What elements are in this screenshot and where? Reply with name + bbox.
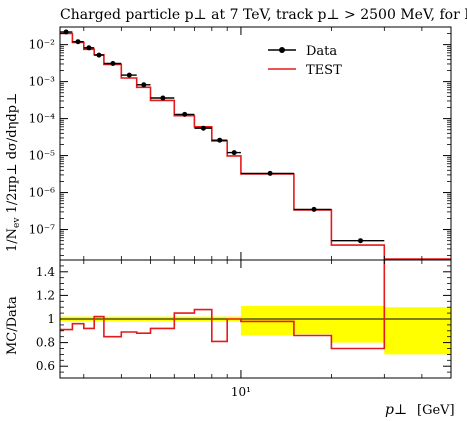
ratio-y-tick-label: 1.4 [36,265,55,279]
data-point [75,39,81,45]
data-point [267,170,273,176]
y-tick-label: 10⁻² [29,38,56,52]
test-ratio-line [60,260,386,350]
main-plot-frame [59,26,452,261]
y-axis-label: 1/Nev 1/2πp⊥ dσ/dηdp⊥ [5,93,22,252]
data-point [63,29,69,35]
test-histogram-line [60,32,451,260]
legend-data-marker [279,47,285,53]
ratio-uncertainty-band [331,306,385,343]
main-axes: 10⁻² 10⁻³ 10⁻⁴ 10⁻⁵ 10⁻⁶ 10⁻⁷ [29,26,451,260]
ratio-uncertainty-band [384,307,452,355]
legend-data-label: Data [306,44,337,59]
data-point [200,125,206,131]
legend: Data TEST [268,44,342,78]
data-point [217,137,223,143]
ratio-y-tick-label: 0.6 [36,359,55,373]
legend-test-label: TEST [306,63,342,78]
y-tick-label: 10⁻⁴ [29,112,56,126]
chart-title: Charged particle p⊥ at 7 TeV, track p⊥ >… [60,7,467,25]
y-tick-label: 10⁻⁵ [29,149,56,163]
x-axis-unit: [GeV] [417,403,455,418]
main-plot-area [60,29,451,260]
ratio-plot-area [60,260,452,355]
x-tick-label: 10¹ [231,385,251,399]
ratio-y-tick-label: 0.8 [36,336,55,350]
ratio-y-axis-label: MC/Data [5,296,20,355]
ratio-uncertainty-band [293,306,332,335]
data-point [160,95,166,101]
ratio-axes: 10¹ 1.4 1.2 1 0.8 0.6 [36,259,451,399]
x-axis-label: p⊥ [385,402,407,418]
ratio-y-tick-label: 1.2 [36,288,55,302]
data-point [126,72,132,78]
data-point [182,111,188,117]
data-point [86,45,92,51]
data-point [311,206,317,212]
data-point [96,52,102,58]
ratio-y-tick-label: 1 [47,312,55,326]
data-point [141,82,147,88]
y-tick-label: 10⁻⁶ [29,186,56,200]
data-point [358,238,363,244]
data-point [231,150,237,156]
y-tick-label: 10⁻³ [29,75,56,89]
y-tick-label: 10⁻⁷ [29,223,56,237]
data-point [110,61,116,66]
